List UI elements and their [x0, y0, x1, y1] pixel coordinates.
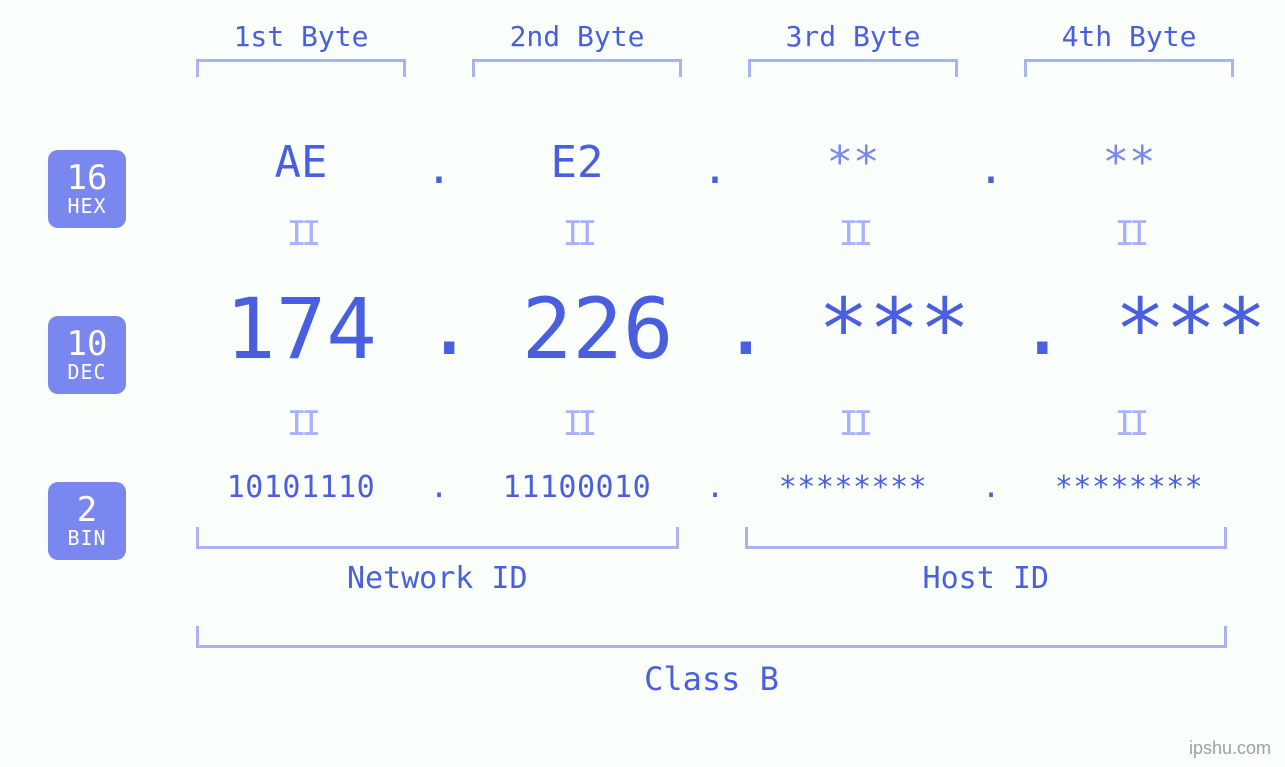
host-id-label: Host ID [727, 561, 1246, 596]
equals-glyph: II [178, 214, 424, 254]
separator-dot: . [976, 470, 1006, 505]
class-bracket-line [196, 626, 1227, 648]
badge-dec: 10 DEC [48, 316, 126, 394]
bin-byte-4: ******** [1006, 470, 1252, 505]
network-host-labels: Network ID Host ID [178, 561, 1245, 596]
byte-bracket [748, 59, 958, 77]
separator-dot: . [976, 143, 1006, 194]
class-label: Class B [178, 660, 1245, 698]
byte-header-4: 4th Byte [1006, 20, 1252, 53]
bin-byte-3: ******** [730, 470, 976, 505]
base-badges: 16 HEX 10 DEC 2 BIN [48, 150, 126, 560]
badge-bin-label: BIN [67, 528, 106, 549]
hex-byte-3: ** [730, 137, 976, 188]
byte-header-2: 2nd Byte [454, 20, 700, 53]
byte-bracket [1024, 59, 1234, 77]
dec-byte-4: *** [1068, 280, 1285, 378]
watermark: ipshu.com [1189, 738, 1271, 759]
hex-row: AE . E2 . ** . ** [178, 137, 1245, 188]
separator-dot: . [1017, 276, 1068, 374]
byte-header-3: 3rd Byte [730, 20, 976, 53]
separator-dot: . [424, 276, 475, 374]
host-bracket [745, 527, 1228, 549]
bin-byte-2: 11100010 [454, 470, 700, 505]
hex-byte-4: ** [1006, 137, 1252, 188]
badge-dec-label: DEC [67, 362, 106, 383]
bin-byte-1: 10101110 [178, 470, 424, 505]
separator-dot: . [700, 143, 730, 194]
hex-byte-2: E2 [454, 137, 700, 188]
byte-brackets-row [178, 59, 1245, 83]
badge-hex: 16 HEX [48, 150, 126, 228]
equals-glyph: II [730, 214, 976, 254]
network-host-brackets [178, 527, 1245, 549]
equals-glyph: II [454, 214, 700, 254]
diagram-grid: 1st Byte 2nd Byte 3rd Byte 4th Byte AE .… [178, 20, 1245, 698]
separator-dot: . [424, 470, 454, 505]
dec-byte-2: 226 [475, 280, 721, 378]
byte-header-1: 1st Byte [178, 20, 424, 53]
separator-dot: . [700, 470, 730, 505]
badge-hex-label: HEX [67, 196, 106, 217]
separator-dot: . [721, 276, 772, 374]
equals-row: II II II II [178, 404, 1245, 444]
badge-dec-number: 10 [67, 327, 108, 363]
byte-header-row: 1st Byte 2nd Byte 3rd Byte 4th Byte [178, 20, 1245, 53]
network-bracket [196, 527, 679, 549]
dec-byte-1: 174 [178, 280, 424, 378]
hex-byte-1: AE [178, 137, 424, 188]
equals-glyph: II [1006, 404, 1252, 444]
class-bracket [178, 626, 1245, 648]
equals-glyph: II [454, 404, 700, 444]
dec-byte-3: *** [771, 280, 1017, 378]
network-id-label: Network ID [178, 561, 697, 596]
equals-glyph: II [178, 404, 424, 444]
equals-row: II II II II [178, 214, 1245, 254]
bin-row: 10101110 . 11100010 . ******** . *******… [178, 470, 1245, 505]
badge-bin-number: 2 [77, 493, 97, 529]
equals-glyph: II [1006, 214, 1252, 254]
badge-hex-number: 16 [67, 161, 108, 197]
separator-dot: . [424, 143, 454, 194]
byte-bracket [472, 59, 682, 77]
byte-bracket [196, 59, 406, 77]
badge-bin: 2 BIN [48, 482, 126, 560]
dec-row: 174 . 226 . *** . *** [178, 280, 1245, 378]
equals-glyph: II [730, 404, 976, 444]
